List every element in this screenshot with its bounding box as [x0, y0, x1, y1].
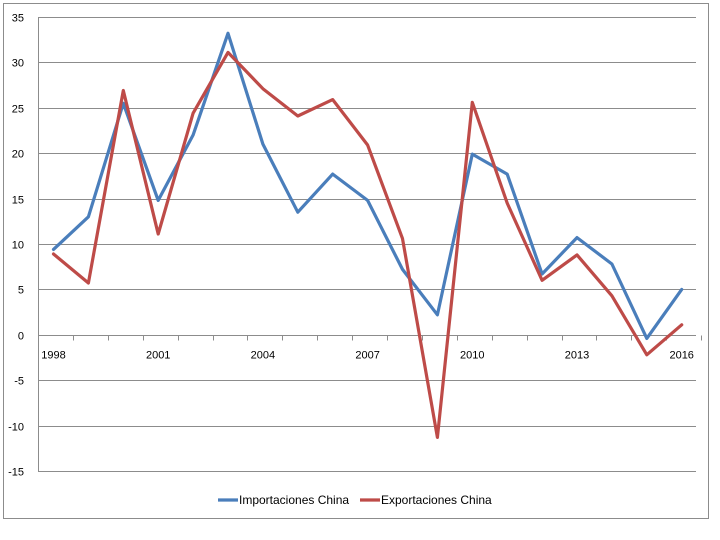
x-tick-label: 2004 — [251, 350, 275, 362]
y-tick-label: -10 — [8, 422, 24, 434]
y-tick-label: -5 — [14, 376, 24, 388]
y-tick-label: 5 — [18, 285, 24, 297]
x-tick-label: 2016 — [669, 350, 693, 362]
y-tick-label: 10 — [12, 240, 24, 252]
gridlines — [38, 17, 696, 472]
y-tick-label: 20 — [12, 149, 24, 161]
x-tick-label: 2001 — [146, 350, 170, 362]
series-lines — [51, 31, 684, 439]
x-tick-label: 2010 — [460, 350, 484, 362]
series-line-2 — [51, 50, 684, 439]
x-tick-label: 1998 — [41, 350, 65, 362]
legend-label-1: Importaciones China — [239, 493, 349, 507]
legend-label-2: Exportaciones China — [381, 493, 492, 507]
y-tick-label: 30 — [12, 58, 24, 70]
chart-frame — [3, 3, 709, 519]
x-tick-label: 2013 — [565, 350, 589, 362]
y-tick-label: 0 — [18, 331, 24, 343]
legend: Importaciones China Exportaciones China — [218, 493, 492, 507]
y-tick-label: -15 — [8, 467, 24, 479]
axes — [38, 17, 702, 471]
y-axis-tick-labels: 35 30 25 20 15 10 5 0 -5 -10 -15 — [8, 13, 24, 479]
x-axis-tick-labels: 1998 2001 2004 2007 2010 2013 2016 — [41, 350, 694, 362]
y-tick-label: 25 — [12, 104, 24, 116]
x-tick-label: 2007 — [355, 350, 379, 362]
y-tick-label: 35 — [12, 13, 24, 25]
series-line-1 — [51, 31, 684, 340]
y-tick-label: 15 — [12, 195, 24, 207]
